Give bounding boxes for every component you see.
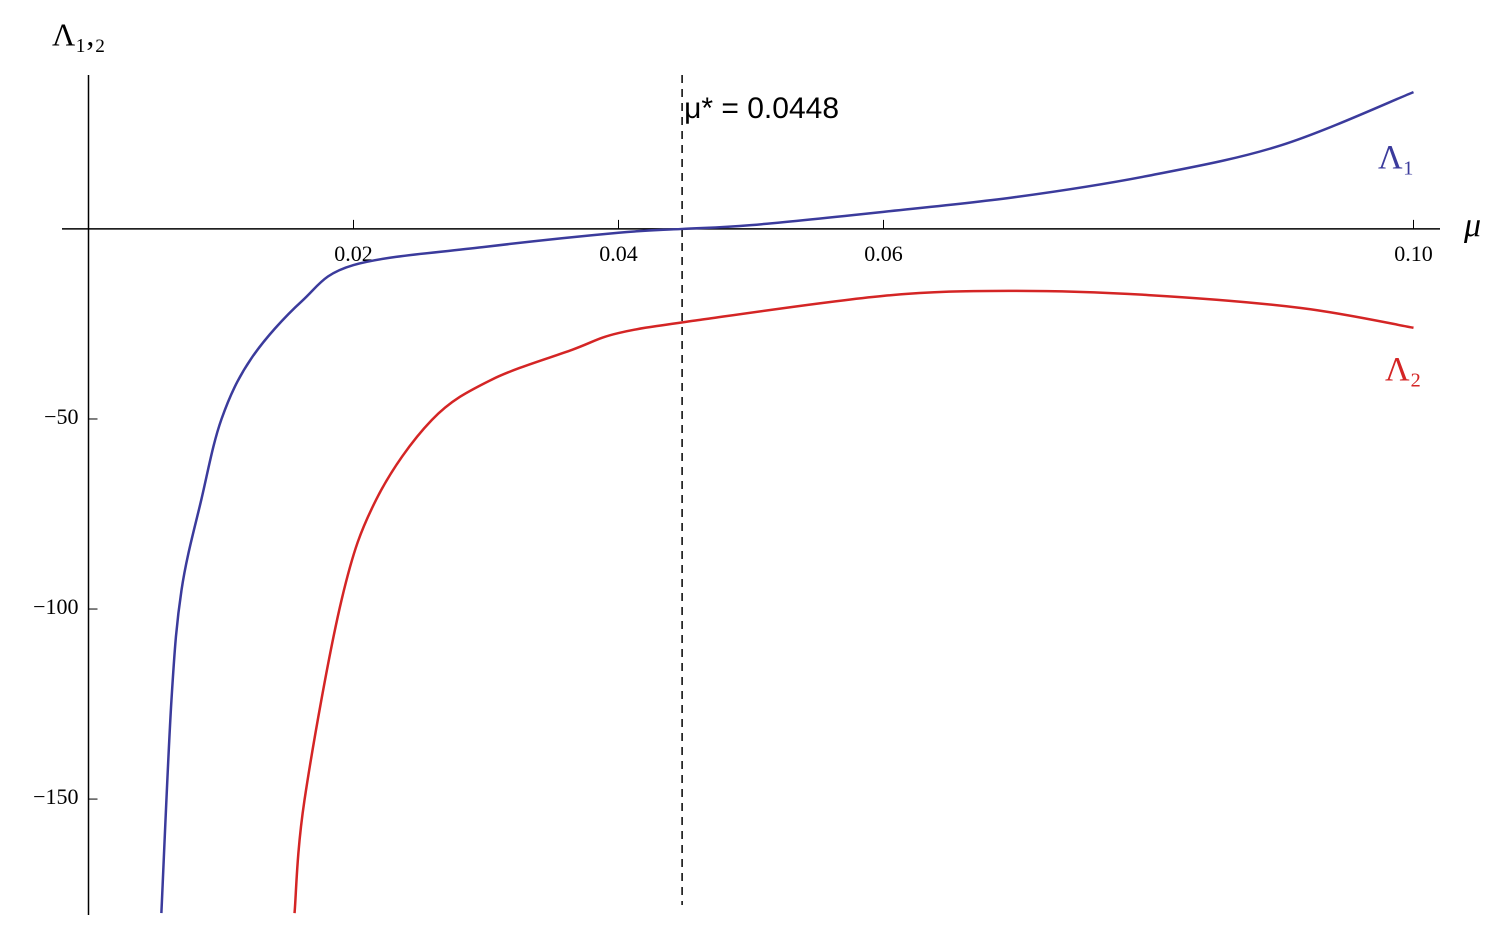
y-axis-label: Λ₁,₂ (52, 16, 106, 52)
y-tick-label: −50 (44, 404, 78, 429)
y-tick-label: −150 (33, 784, 78, 809)
y-tick-label: −100 (33, 594, 78, 619)
x-tick-label: 0.06 (864, 241, 903, 266)
x-tick-label: 0.04 (599, 241, 638, 266)
line (160, 90, 1414, 914)
annotation: μ* = 0.0448 (684, 92, 839, 125)
series-label: Λ₂ (1385, 351, 1422, 388)
x-axis-label: μ (1463, 207, 1481, 244)
x-tick-label: 0.10 (1394, 241, 1433, 266)
line (293, 289, 1414, 914)
series-label: Λ₁ (1378, 139, 1415, 176)
